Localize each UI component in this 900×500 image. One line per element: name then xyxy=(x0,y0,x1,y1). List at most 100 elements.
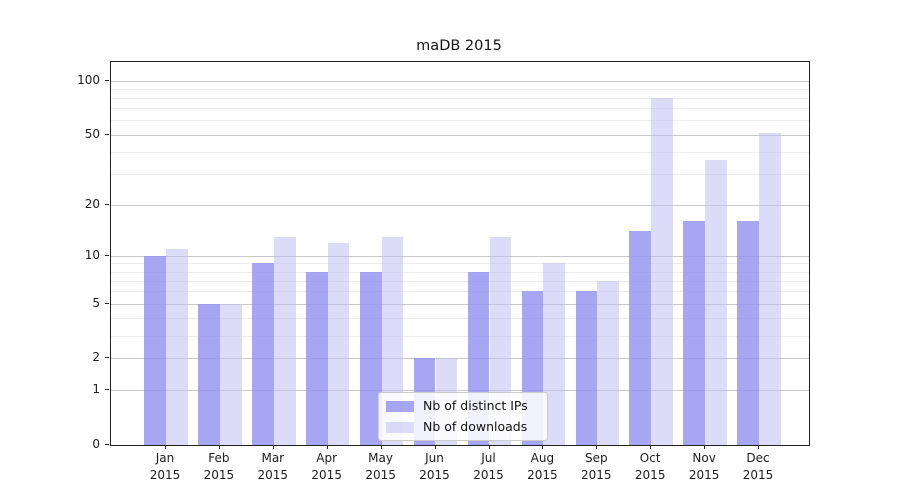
x-tick-label: Aug 2015 xyxy=(527,450,558,484)
x-tick-label: May 2015 xyxy=(365,450,396,484)
bar-distinct-ips xyxy=(683,221,706,445)
x-tick-month: Jul xyxy=(481,451,496,465)
y-tick-label: 20 xyxy=(84,196,100,211)
x-tick-month: Aug xyxy=(530,451,555,465)
x-tick-month: Oct xyxy=(639,451,661,465)
y-tick-label: 0 xyxy=(92,437,100,451)
major-gridline xyxy=(111,303,809,305)
x-tick-year: 2015 xyxy=(419,468,450,482)
y-tick-label: 2 xyxy=(92,350,100,365)
x-tick-label: Jun 2015 xyxy=(419,450,450,484)
x-tick-mark xyxy=(758,445,759,449)
y-tick-mark xyxy=(105,254,109,256)
legend-label-ips: Nb of distinct IPs xyxy=(423,398,528,413)
x-tick-year: 2015 xyxy=(527,468,558,482)
x-tick-month: Dec xyxy=(746,451,770,465)
legend: Nb of distinct IPs Nb of downloads xyxy=(378,392,548,441)
major-gridline xyxy=(111,255,809,257)
x-tick-mark xyxy=(650,445,652,449)
minor-gridline xyxy=(111,317,809,319)
x-tick-mark xyxy=(596,445,598,449)
legend-swatch-ips xyxy=(386,400,414,412)
minor-gridline xyxy=(111,271,809,273)
x-tick-mark xyxy=(542,445,544,449)
y-tick-mark xyxy=(105,79,109,81)
y-tick-mark xyxy=(105,389,109,391)
x-tick-mark xyxy=(165,445,166,449)
x-tick-mark xyxy=(218,445,220,449)
legend-entry-ips: Nb of distinct IPs xyxy=(386,398,539,414)
x-tick-year: 2015 xyxy=(257,468,289,482)
y-tick-label: 100 xyxy=(77,72,100,87)
x-tick-month: Jan xyxy=(155,451,175,465)
bar-downloads xyxy=(327,242,350,445)
x-tick-month: Sep xyxy=(584,451,608,465)
bar-distinct-ips xyxy=(575,291,598,445)
y-tick-label: 5 xyxy=(92,295,100,310)
bar-downloads xyxy=(543,263,566,445)
bar-distinct-ips xyxy=(737,221,759,445)
x-tick-label: Oct 2015 xyxy=(635,450,666,484)
minor-gridline xyxy=(111,291,809,293)
y-tick-mark xyxy=(105,203,109,205)
bar-downloads xyxy=(219,303,242,445)
x-tick-mark xyxy=(704,445,706,449)
x-tick-year: 2015 xyxy=(311,468,342,482)
x-tick-month: Apr xyxy=(316,451,338,465)
bar-downloads xyxy=(705,159,727,445)
y-tick-mark xyxy=(105,357,109,359)
x-tick-label: Feb 2015 xyxy=(204,450,235,484)
minor-gridline xyxy=(111,151,809,153)
minor-gridline xyxy=(111,108,809,110)
legend-entry-downloads: Nb of downloads xyxy=(386,419,539,435)
x-tick-year: 2015 xyxy=(634,468,666,482)
minor-gridline xyxy=(111,173,809,175)
bar-downloads xyxy=(166,248,188,445)
bar-distinct-ips xyxy=(629,231,652,445)
x-tick-year: 2015 xyxy=(742,468,774,482)
bar-distinct-ips xyxy=(252,263,274,445)
major-gridline xyxy=(111,134,809,136)
x-tick-month: Feb xyxy=(208,451,230,465)
x-tick-label: Jan 2015 xyxy=(150,450,181,484)
x-tick-month: Nov xyxy=(692,451,716,465)
x-tick-label: Mar 2015 xyxy=(258,450,289,484)
minor-gridline xyxy=(111,88,809,90)
x-tick-year: 2015 xyxy=(365,468,396,482)
legend-label-downloads: Nb of downloads xyxy=(423,419,528,434)
major-gridline xyxy=(111,358,809,360)
major-gridline xyxy=(111,80,809,82)
plot-area: Nb of distinct IPs Nb of downloads xyxy=(110,61,810,446)
minor-gridline xyxy=(111,98,809,99)
x-tick-label: Sep 2015 xyxy=(581,450,612,484)
x-tick-year: 2015 xyxy=(203,468,235,482)
bar-distinct-ips xyxy=(359,271,382,445)
y-tick-label: 10 xyxy=(84,247,100,262)
x-tick-mark xyxy=(488,445,490,449)
major-gridline xyxy=(111,390,809,392)
x-tick-mark xyxy=(326,445,328,449)
minor-gridline xyxy=(111,335,809,337)
minor-gridline xyxy=(111,280,809,282)
x-tick-month: Mar xyxy=(261,451,285,465)
x-tick-month: May xyxy=(368,451,393,465)
x-tick-label: Jul 2015 xyxy=(473,450,504,484)
bar-downloads xyxy=(273,236,296,445)
x-tick-label: Apr 2015 xyxy=(311,450,342,484)
x-tick-year: 2015 xyxy=(688,468,720,482)
legend-swatch-downloads xyxy=(386,421,414,433)
y-tick-label: 50 xyxy=(84,126,100,141)
x-tick-year: 2015 xyxy=(149,468,181,482)
bar-distinct-ips xyxy=(144,255,166,445)
minor-gridline xyxy=(111,263,809,265)
x-tick-month: Jun xyxy=(425,451,444,465)
y-tick-mark xyxy=(105,444,109,445)
y-tick-mark xyxy=(105,133,109,135)
x-tick-year: 2015 xyxy=(581,468,612,482)
bar-downloads xyxy=(759,133,781,445)
chart-title: maDB 2015 xyxy=(416,38,502,54)
x-tick-year: 2015 xyxy=(473,468,504,482)
bar-downloads xyxy=(597,280,620,445)
major-gridline xyxy=(111,204,809,206)
